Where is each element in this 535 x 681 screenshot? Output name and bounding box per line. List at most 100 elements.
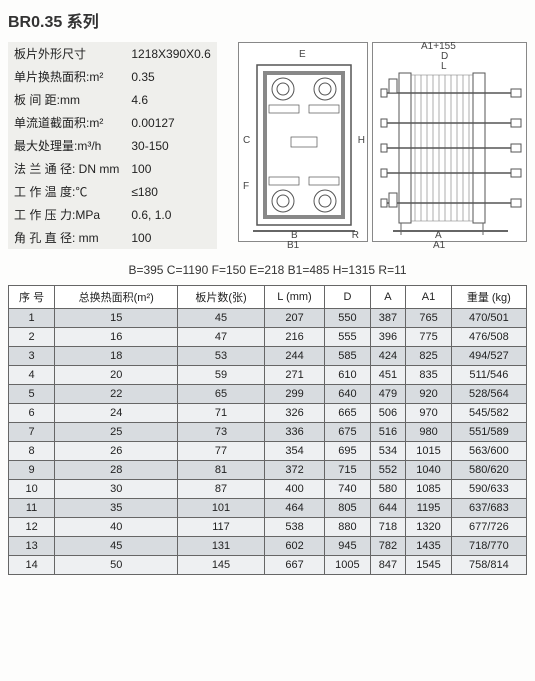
table-cell: 695 — [325, 442, 370, 461]
spec-label: 工 作 压 力:MPa — [8, 203, 125, 226]
spec-value: 0.00127 — [125, 111, 216, 134]
spec-value: 4.6 — [125, 88, 216, 111]
table-cell: 610 — [325, 366, 370, 385]
spec-label: 角 孔 直 径: mm — [8, 226, 125, 249]
table-cell: 15 — [55, 309, 178, 328]
table-cell: 640 — [325, 385, 370, 404]
table-cell: 271 — [264, 366, 325, 385]
table-cell: 825 — [406, 347, 451, 366]
table-cell: 551/589 — [451, 423, 526, 442]
spec-value: ≤180 — [125, 180, 216, 203]
dim-A1plus: A1+155 — [421, 41, 456, 52]
table-cell: 77 — [178, 442, 265, 461]
table-cell: 585 — [325, 347, 370, 366]
table-row: 42059271610451835511/546 — [9, 366, 527, 385]
table-cell: 718 — [370, 518, 406, 537]
dim-F: F — [243, 181, 249, 192]
table-cell: 765 — [406, 309, 451, 328]
table-header: A — [370, 286, 406, 309]
table-cell: 555 — [325, 328, 370, 347]
table-row: 62471326665506970545/582 — [9, 404, 527, 423]
spec-label: 板片外形尺寸 — [8, 42, 125, 65]
table-cell: 354 — [264, 442, 325, 461]
table-cell: 1085 — [406, 480, 451, 499]
table-cell: 11 — [9, 499, 55, 518]
table-row: 21647216555396775476/508 — [9, 328, 527, 347]
diagram-container: E H C F B B1 R — [225, 42, 527, 242]
table-cell: 14 — [9, 556, 55, 575]
table-cell: 8 — [9, 442, 55, 461]
dim-E: E — [299, 49, 306, 60]
table-cell: 476/508 — [451, 328, 526, 347]
table-cell: 20 — [55, 366, 178, 385]
spec-row: 最大处理量:m³/h30-150 — [8, 134, 217, 157]
table-cell: 782 — [370, 537, 406, 556]
spec-row: 单流道截面积:m²0.00127 — [8, 111, 217, 134]
table-cell: 87 — [178, 480, 265, 499]
table-cell: 9 — [9, 461, 55, 480]
table-cell: 25 — [55, 423, 178, 442]
spec-row: 工 作 温 度:℃≤180 — [8, 180, 217, 203]
table-row: 826773546955341015563/600 — [9, 442, 527, 461]
table-cell: 101 — [178, 499, 265, 518]
table-cell: 675 — [325, 423, 370, 442]
table-cell: 13 — [9, 537, 55, 556]
table-cell: 970 — [406, 404, 451, 423]
dim-R: R — [352, 230, 359, 241]
table-cell: 847 — [370, 556, 406, 575]
table-cell: 590/633 — [451, 480, 526, 499]
table-cell: 145 — [178, 556, 265, 575]
table-cell: 1545 — [406, 556, 451, 575]
spec-row: 法 兰 通 径: DN mm100 — [8, 157, 217, 180]
table-cell: 45 — [178, 309, 265, 328]
table-header: 板片数(张) — [178, 286, 265, 309]
table-cell: 758/814 — [451, 556, 526, 575]
table-cell: 718/770 — [451, 537, 526, 556]
table-cell: 3 — [9, 347, 55, 366]
table-cell: 12 — [9, 518, 55, 537]
table-cell: 637/683 — [451, 499, 526, 518]
table-cell: 40 — [55, 518, 178, 537]
table-cell: 550 — [325, 309, 370, 328]
table-cell: 73 — [178, 423, 265, 442]
spec-value: 100 — [125, 157, 216, 180]
table-cell: 494/527 — [451, 347, 526, 366]
spec-row: 工 作 压 力:MPa0.6, 1.0 — [8, 203, 217, 226]
table-cell: 1015 — [406, 442, 451, 461]
page-title: BR0.35 系列 — [8, 8, 527, 32]
table-cell: 1320 — [406, 518, 451, 537]
table-cell: 805 — [325, 499, 370, 518]
table-header: 序 号 — [9, 286, 55, 309]
table-row: 12401175388807181320677/726 — [9, 518, 527, 537]
table-cell: 644 — [370, 499, 406, 518]
table-cell: 677/726 — [451, 518, 526, 537]
table-cell: 65 — [178, 385, 265, 404]
spec-row: 角 孔 直 径: mm100 — [8, 226, 217, 249]
table-cell: 980 — [406, 423, 451, 442]
table-cell: 479 — [370, 385, 406, 404]
front-view-diagram: E H C F B B1 R — [238, 42, 368, 242]
spec-row: 单片换热面积:m²0.35 — [8, 65, 217, 88]
dim-B1: B1 — [287, 240, 299, 251]
dim-A1: A1 — [433, 240, 445, 251]
table-cell: 117 — [178, 518, 265, 537]
table-cell: 1435 — [406, 537, 451, 556]
table-cell: 451 — [370, 366, 406, 385]
table-cell: 216 — [264, 328, 325, 347]
table-header: 总换热面积(m²) — [55, 286, 178, 309]
table-cell: 22 — [55, 385, 178, 404]
table-cell: 470/501 — [451, 309, 526, 328]
table-cell: 528/564 — [451, 385, 526, 404]
table-cell: 920 — [406, 385, 451, 404]
table-cell: 16 — [55, 328, 178, 347]
table-header: 重量 (kg) — [451, 286, 526, 309]
table-cell: 1195 — [406, 499, 451, 518]
spec-label: 法 兰 通 径: DN mm — [8, 157, 125, 180]
side-view-diagram: A1+155 D L A A1 — [372, 42, 527, 242]
table-cell: 775 — [406, 328, 451, 347]
spec-label: 单流道截面积:m² — [8, 111, 125, 134]
table-header: L (mm) — [264, 286, 325, 309]
table-row: 145014566710058471545758/814 — [9, 556, 527, 575]
spec-value: 1218X390X0.6 — [125, 42, 216, 65]
table-row: 72573336675516980551/589 — [9, 423, 527, 442]
